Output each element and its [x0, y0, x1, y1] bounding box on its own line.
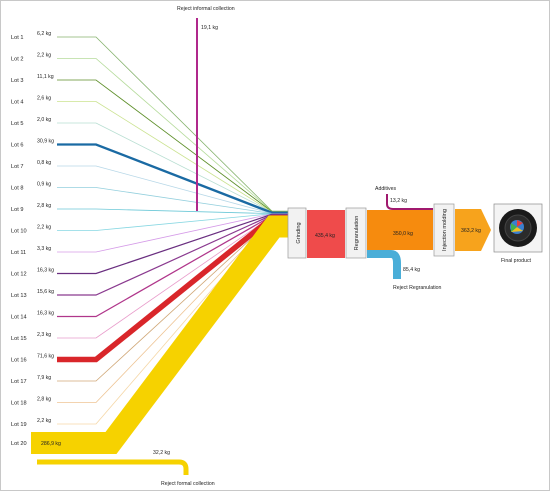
- reject-regranulation-value: 85,4 kg: [403, 267, 420, 273]
- reject-regranulation-label: Reject Regranulation: [393, 285, 442, 291]
- lot-label-5: Lot 5: [11, 121, 23, 127]
- lot-value-9: 2,8 kg: [37, 203, 51, 209]
- lot-label-3: Lot 3: [11, 78, 23, 84]
- additives-value: 13,2 kg: [390, 198, 407, 204]
- lot-label-14: Lot 14: [11, 315, 27, 321]
- injection-output-arrow: [455, 209, 491, 251]
- lot-value-7: 0,8 kg: [37, 160, 51, 166]
- lot-value-3: 11,1 kg: [37, 74, 54, 80]
- reject-formal-label: Reject formal collection: [161, 481, 215, 487]
- lot-value-5: 2,0 kg: [37, 117, 51, 123]
- regranulation-label: Regranulation: [354, 216, 360, 251]
- lot-value-13: 15,6 kg: [37, 289, 54, 295]
- lot-flow-6: [57, 143, 288, 214]
- lot-flow-9: [57, 208, 288, 215]
- lot-value-20: 286,9 kg: [41, 441, 61, 447]
- reject-formal-flow: [37, 459, 189, 475]
- lot-flow-2: [57, 58, 288, 212]
- lot-label-15: Lot 15: [11, 336, 27, 342]
- lot-label-20: Lot 20: [11, 441, 27, 447]
- injection-label: Injection molding: [442, 209, 448, 251]
- lot-label-19: Lot 19: [11, 422, 27, 428]
- lot-label-6: Lot 6: [11, 143, 23, 149]
- lot-flow-13: [57, 214, 288, 296]
- lot-value-14: 16,3 kg: [37, 311, 54, 317]
- lot-label-18: Lot 18: [11, 401, 27, 407]
- final-product-node: Final product: [493, 203, 543, 264]
- lot-label-11: Lot 11: [11, 250, 26, 256]
- lot-value-6: 30,9 kg: [37, 139, 54, 145]
- lot-flow-3: [57, 79, 288, 213]
- lot-flow-20: [31, 215, 288, 454]
- reject-informal-label: Reject informal collection: [177, 6, 235, 12]
- grinding-output-value: 435,4 kg: [315, 233, 335, 239]
- lot-label-2: Lot 2: [11, 57, 23, 63]
- grinding-node: Grinding: [287, 207, 307, 259]
- lot-value-2: 2,2 kg: [37, 53, 51, 59]
- reject-informal-value: 19,1 kg: [201, 25, 218, 31]
- grinding-output-band: [307, 210, 345, 258]
- lot-value-12: 16,3 kg: [37, 268, 54, 274]
- flow-links: [31, 36, 288, 454]
- lot-label-7: Lot 7: [11, 164, 23, 170]
- additives-flow: [386, 194, 433, 210]
- lot-label-8: Lot 8: [11, 186, 23, 192]
- regranulation-output-value: 350,0 kg: [393, 231, 413, 237]
- injection-output-value: 363,2 kg: [461, 228, 481, 234]
- lot-labels: Lot 1 6,2 kg Lot 2 2,2 kg Lot 3 11,1 kg Lot 4 2…: [11, 31, 61, 447]
- lot-value-1: 6,2 kg: [37, 31, 51, 37]
- lot-flow-10: [57, 213, 288, 231]
- lot-value-15: 2,3 kg: [37, 332, 51, 338]
- reject-formal-value: 32,2 kg: [153, 450, 170, 456]
- lot-value-8: 0,9 kg: [37, 182, 51, 188]
- lot-label-13: Lot 13: [11, 293, 27, 299]
- injection-node: Injection molding: [433, 203, 455, 257]
- lot-value-10: 2,2 kg: [37, 225, 51, 231]
- regranulation-output-band: [367, 210, 433, 250]
- lot-flow-1: [57, 36, 288, 212]
- lot-flow-12: [57, 213, 288, 275]
- lot-value-16: 71,6 kg: [37, 354, 54, 360]
- lot-value-17: 7,9 kg: [37, 375, 51, 381]
- final-product-label: Final product: [501, 258, 532, 264]
- lot-label-10: Lot 10: [11, 229, 27, 235]
- lot-label-9: Lot 9: [11, 207, 23, 213]
- lot-label-16: Lot 16: [11, 358, 27, 364]
- grinding-label: Grinding: [296, 222, 302, 243]
- reject-regranulation-flow: [367, 250, 401, 279]
- lot-label-12: Lot 12: [11, 272, 27, 278]
- lot-label-17: Lot 17: [11, 379, 27, 385]
- lot-value-18: 2,8 kg: [37, 397, 51, 403]
- lot-label-4: Lot 4: [11, 100, 23, 106]
- lot-label-1: Lot 1: [11, 35, 23, 41]
- lot-value-19: 2,2 kg: [37, 418, 51, 424]
- additives-label: Additives: [375, 186, 396, 192]
- regranulation-node: Regranulation: [345, 207, 367, 259]
- lot-value-4: 2,6 kg: [37, 96, 51, 102]
- lot-value-11: 3,3 kg: [37, 246, 51, 252]
